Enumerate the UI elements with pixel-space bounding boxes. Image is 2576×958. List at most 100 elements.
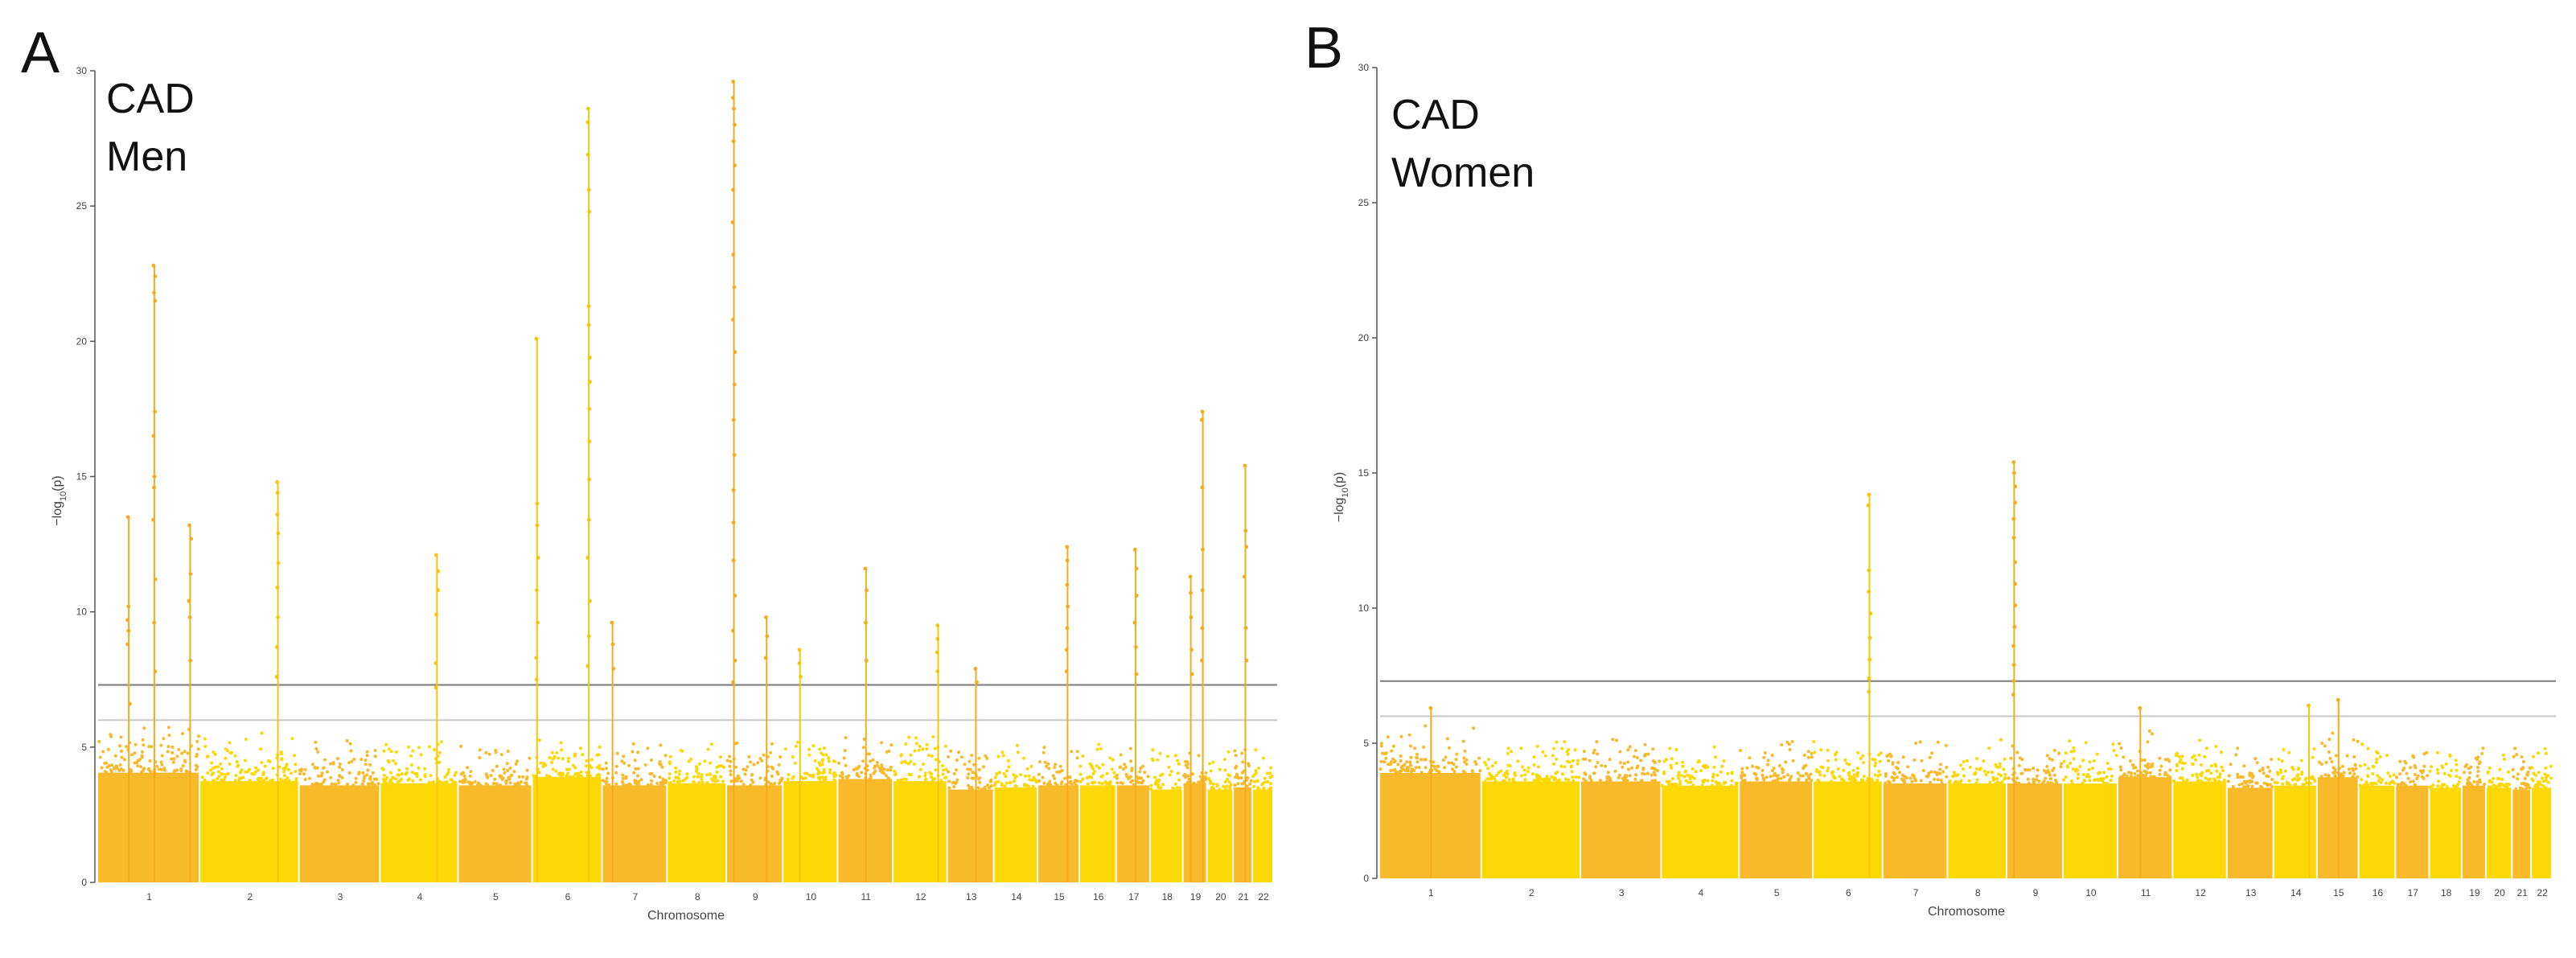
snp-point — [1930, 751, 1934, 755]
snp-point — [1544, 779, 1548, 783]
snp-point — [224, 756, 228, 760]
snp-point — [1112, 771, 1116, 775]
snp-point — [1173, 754, 1177, 758]
peak-point — [1244, 658, 1249, 663]
peak-point — [2012, 625, 2017, 629]
snp-point — [1235, 764, 1239, 768]
snp-point — [473, 779, 477, 783]
snp-point — [1433, 767, 1437, 771]
x-axis-title: Chromosome — [647, 909, 725, 923]
snp-point — [372, 777, 376, 781]
snp-point — [1702, 779, 1706, 783]
snp-point — [1184, 759, 1187, 763]
snp-point — [972, 763, 976, 767]
snp-point — [1788, 747, 1792, 751]
snp-point — [2333, 770, 2336, 774]
peak-chr14 — [2307, 703, 2311, 878]
chromosome-10-points — [783, 740, 838, 882]
snp-point — [2180, 754, 2184, 759]
snp-point — [880, 765, 884, 769]
snp-point — [842, 756, 846, 760]
snp-point — [1132, 783, 1136, 787]
snp-point — [409, 754, 413, 758]
snp-point — [2118, 742, 2122, 746]
snp-point — [2069, 761, 2073, 765]
snp-point — [254, 766, 258, 770]
snp-point — [2530, 777, 2534, 781]
snp-point — [1719, 783, 1723, 787]
snp-point — [903, 759, 906, 763]
snp-point — [1618, 750, 1622, 754]
snp-point — [1921, 769, 1925, 772]
snp-point — [1766, 763, 1770, 767]
x-tick-label: 10 — [806, 891, 817, 902]
snp-point — [1472, 726, 1476, 730]
snp-point — [2428, 769, 2432, 773]
snp-point — [411, 749, 415, 753]
snp-point — [2179, 758, 2183, 762]
snp-point — [1532, 755, 1536, 759]
snp-point — [923, 774, 927, 778]
snp-point — [1743, 779, 1747, 782]
snp-point — [840, 772, 844, 776]
peak-point — [275, 645, 279, 649]
snp-point — [486, 783, 490, 787]
snp-point — [211, 767, 215, 771]
snp-point — [697, 762, 701, 766]
chromosome-16-points — [2358, 742, 2396, 878]
snp-point — [1588, 759, 1592, 763]
peak-point — [152, 290, 156, 295]
snp-point — [1520, 765, 1524, 769]
snp-point — [655, 782, 659, 785]
snp-point — [1269, 766, 1273, 770]
snp-point — [2523, 776, 2527, 780]
snp-point — [544, 774, 548, 778]
snp-point — [1270, 775, 1274, 778]
snp-point — [1651, 759, 1655, 763]
snp-point — [1532, 763, 1536, 767]
snp-point — [2340, 764, 2344, 768]
snp-point — [185, 770, 189, 774]
y-tick-label: 20 — [1358, 332, 1370, 343]
snp-point — [1982, 769, 1986, 773]
snp-point — [1644, 752, 1647, 756]
snp-point — [2219, 750, 2223, 754]
snp-point — [2501, 753, 2505, 757]
snp-point — [678, 769, 682, 773]
snp-point — [1121, 767, 1125, 771]
snp-point — [491, 782, 495, 785]
snp-point — [2462, 771, 2466, 775]
peak-point — [2011, 693, 2015, 697]
snp-point — [317, 783, 321, 787]
snp-point — [983, 785, 987, 789]
snp-point — [1249, 779, 1253, 783]
snp-point — [816, 776, 820, 780]
snp-point — [900, 753, 903, 757]
snp-point — [1081, 754, 1085, 758]
snp-point — [1007, 765, 1011, 769]
snp-point — [1832, 775, 1836, 779]
snp-point — [2378, 754, 2382, 759]
peak-point — [433, 661, 438, 665]
snp-point — [150, 745, 154, 749]
snp-point — [419, 753, 423, 757]
snp-point — [708, 772, 712, 776]
snp-point — [1378, 767, 1382, 771]
snp-point — [968, 767, 972, 771]
x-tick-label: 22 — [1258, 891, 1269, 902]
snp-point — [366, 768, 370, 772]
peak-point — [188, 572, 193, 576]
snp-point — [1933, 777, 1936, 781]
snp-point — [1505, 770, 1509, 773]
snp-point — [2327, 774, 2331, 778]
snp-point — [120, 755, 124, 759]
snp-point — [585, 759, 589, 763]
snp-point — [1842, 768, 1846, 772]
snp-point — [2537, 771, 2541, 775]
chromosome-body — [2118, 777, 2172, 878]
snp-point — [821, 753, 825, 757]
snp-point — [760, 759, 764, 763]
snp-point — [1608, 758, 1612, 762]
snp-point — [110, 763, 114, 767]
snp-point — [2185, 778, 2189, 782]
